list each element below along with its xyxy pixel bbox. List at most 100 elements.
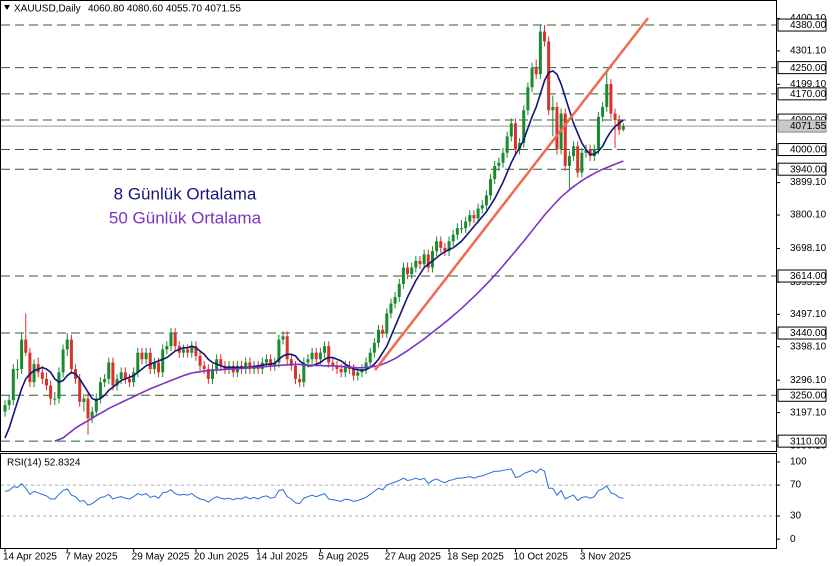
x-tick-label: 7 May 2025 [65, 552, 118, 563]
candle-body [24, 339, 28, 353]
candle-body [128, 378, 131, 383]
legend-ma50: 50 Günlük Ortalama [109, 208, 262, 227]
candle-body [140, 352, 144, 360]
candle-body [567, 156, 571, 166]
trendline [374, 17, 649, 371]
candle-body [418, 260, 422, 265]
candle-body [32, 364, 36, 383]
candle-body [372, 342, 376, 353]
candle-body [580, 152, 584, 173]
y-tick-label: 4199.10 [790, 79, 827, 90]
rsi-line [4, 468, 624, 506]
x-tick-label: 14 Jul 2025 [256, 552, 308, 563]
level-box [777, 143, 827, 157]
candle-body [513, 123, 517, 150]
level-label: 3110.00 [790, 436, 826, 447]
rsi-tick-label: 100 [790, 457, 807, 468]
candle-body [339, 369, 343, 373]
candle-body [107, 362, 111, 379]
x-tick-label: 27 Aug 2025 [385, 552, 442, 563]
candle-body [219, 359, 223, 366]
candle-body [443, 247, 447, 252]
candle-body [381, 329, 385, 334]
level-box [777, 162, 827, 176]
candle-body [592, 149, 596, 157]
candle-body [476, 208, 480, 219]
candle-body [526, 87, 530, 111]
candle-body [294, 365, 297, 379]
y-tick-label: 3497.10 [790, 309, 827, 320]
candle-body [501, 152, 505, 163]
candle-body [181, 349, 185, 353]
candle-body [323, 346, 327, 353]
candle-body [302, 362, 306, 383]
candle-body [543, 31, 546, 42]
candle-body [90, 411, 94, 419]
x-tick-label: 3 Nov 2025 [580, 552, 632, 563]
candle-body [165, 346, 169, 350]
candle-body [103, 378, 107, 383]
candle-body [269, 359, 273, 366]
candle-body [563, 113, 567, 166]
level-label: 3250.00 [790, 390, 827, 401]
candle-body [53, 398, 57, 400]
candle-body [111, 362, 115, 386]
candle-body [484, 195, 488, 206]
candle-body [115, 378, 119, 386]
candle-body [435, 241, 439, 252]
x-tick-label: 10 Oct 2025 [513, 552, 568, 563]
y-tick-label: 3197.10 [790, 407, 827, 418]
level-box [777, 434, 827, 448]
candle-body [61, 349, 65, 373]
menu-arrow [4, 5, 10, 10]
x-tick-label: 14 Apr 2025 [3, 552, 57, 563]
rsi-tick-label: 30 [790, 511, 802, 522]
y-tick-label: 3800.10 [790, 210, 827, 221]
candle-body [368, 352, 372, 363]
candle-body [98, 382, 102, 399]
candle-body [289, 359, 293, 366]
candle-body [169, 333, 173, 347]
rsi-tick-label: 70 [790, 480, 802, 491]
candle-body [198, 355, 202, 366]
candle-body [310, 352, 314, 360]
candle-body [3, 405, 7, 412]
x-tick-label: 29 May 2025 [132, 552, 190, 563]
candle-body [314, 352, 318, 360]
candle-body [460, 228, 463, 230]
candle-body [480, 205, 484, 209]
candle-body [422, 254, 426, 265]
candle-body [588, 149, 592, 157]
candle-body [439, 241, 443, 248]
candle-body [7, 400, 11, 406]
candle-body [497, 162, 501, 166]
candle-body [161, 349, 165, 373]
candle-body [410, 267, 414, 275]
candle-body [277, 339, 281, 363]
level-label: 4000.00 [790, 145, 827, 156]
candle-body [94, 398, 98, 412]
candle-body [509, 123, 513, 137]
candle-body [144, 352, 148, 360]
x-tick-label: 20 Jun 2025 [194, 552, 249, 563]
y-tick-label: 3698.10 [790, 243, 827, 254]
candle-body [572, 146, 576, 157]
candle-body [426, 254, 430, 268]
candle-body [152, 362, 156, 370]
x-tick-label: 18 Sep 2025 [447, 552, 504, 563]
ohlc-text: 4060.80 4080.60 4055.70 4071.55 [88, 4, 241, 15]
candle-body [406, 267, 410, 275]
candle-body [389, 303, 393, 314]
candle-body [584, 149, 588, 153]
level-box [777, 87, 827, 101]
candle-body [430, 251, 434, 268]
candle-body [281, 336, 285, 340]
candle-body [538, 31, 542, 75]
level-label: 3940.00 [790, 164, 827, 175]
candle-body [414, 260, 418, 268]
candle-body [397, 283, 401, 297]
candle-body [364, 362, 368, 370]
candle-body [613, 113, 617, 121]
